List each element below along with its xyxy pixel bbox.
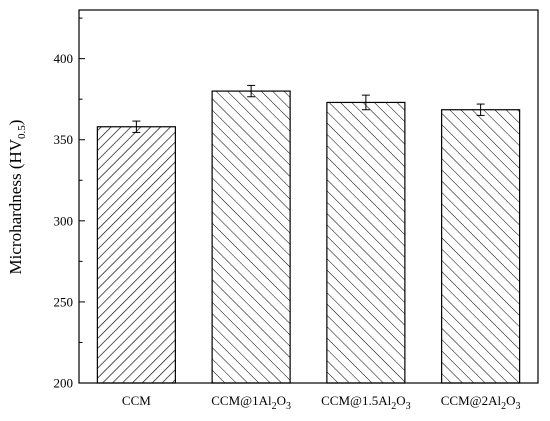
error-bar-3 bbox=[361, 94, 370, 111]
x-tick-label-text: CCM@2Al bbox=[441, 393, 502, 408]
y-axis-title: Microhardness (HV0.5) bbox=[6, 120, 28, 275]
y-axis-ticks: 200 250 300 350 400 bbox=[54, 17, 85, 391]
y-tick-label: 350 bbox=[54, 132, 74, 147]
x-tick-label-subscript: 2 bbox=[272, 401, 277, 412]
error-bar-1 bbox=[132, 120, 141, 133]
y-tick-label: 400 bbox=[54, 51, 74, 66]
x-tick-label-subscript: 2 bbox=[501, 401, 506, 412]
bars-group bbox=[96, 90, 521, 384]
x-tick-label-subscript: 3 bbox=[516, 401, 521, 412]
x-tick-label-text: CCM@1Al bbox=[211, 393, 272, 408]
y-tick-label: 250 bbox=[54, 294, 74, 309]
x-tick-label-4: CCM@2Al2O3 bbox=[441, 393, 521, 412]
bar-3 bbox=[326, 101, 406, 384]
y-axis-title-close: ) bbox=[6, 120, 25, 126]
y-tick-label: 200 bbox=[54, 376, 74, 391]
bar-4 bbox=[441, 109, 521, 384]
x-tick-label-1: CCM bbox=[122, 393, 151, 408]
y-axis-title-subscript: 0.5 bbox=[16, 125, 28, 139]
x-tick-label-3: CCM@1.5Al2O3 bbox=[321, 393, 411, 412]
x-tick-label-text: O bbox=[277, 393, 286, 408]
bar-1 bbox=[96, 126, 176, 384]
x-tick-label-subscript: 2 bbox=[391, 401, 396, 412]
y-axis-title-main: Microhardness (HV bbox=[6, 138, 25, 274]
plot-frame bbox=[78, 9, 539, 384]
x-axis-labels: CCM CCM@1Al2O3 CCM@1.5Al2O3 CCM@2Al2O3 bbox=[122, 393, 521, 412]
x-tick-label-text: O bbox=[506, 393, 515, 408]
error-bars-group bbox=[132, 84, 485, 133]
x-tick-label-subscript: 3 bbox=[286, 401, 291, 412]
x-tick-label-2: CCM@1Al2O3 bbox=[211, 393, 291, 412]
x-tick-label-text: O bbox=[396, 393, 405, 408]
x-tick-label-text: CCM bbox=[122, 393, 151, 408]
error-bar-4 bbox=[476, 103, 485, 116]
bar-2 bbox=[211, 90, 291, 384]
error-bar-2 bbox=[247, 84, 256, 98]
y-tick-label: 300 bbox=[54, 213, 74, 228]
x-tick-label-text: CCM@1.5Al bbox=[321, 393, 392, 408]
x-tick-label-subscript: 3 bbox=[406, 401, 411, 412]
